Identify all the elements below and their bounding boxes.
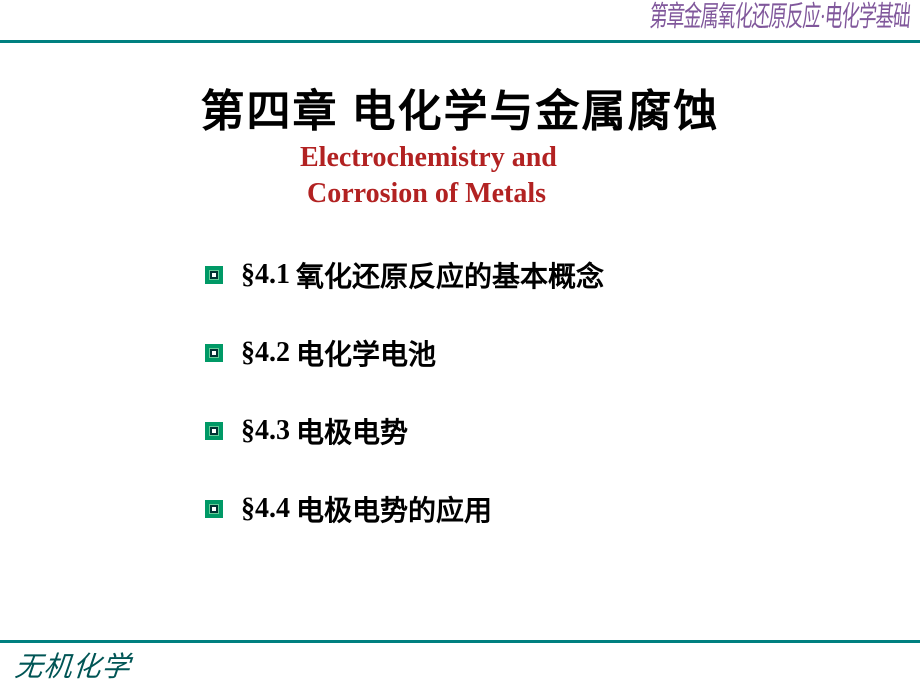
bottom-divider [0, 640, 920, 643]
section-title: 电极电势 [296, 411, 408, 451]
footer-text: 无机化学 [13, 645, 133, 685]
section-number: §4.1 [241, 259, 290, 291]
table-of-contents: §4.1 氧化还原反应的基本概念 §4.2 电化学电池 §4.3 电极电势 §4… [205, 255, 840, 567]
chapter-subtitle-en: Electrochemistry and Corrosion of Metals [300, 140, 557, 213]
toc-item: §4.3 电极电势 [205, 411, 840, 451]
toc-item: §4.4 电极电势的应用 [205, 489, 840, 529]
toc-item: §4.2 电化学电池 [205, 333, 840, 373]
bullet-icon [205, 266, 223, 284]
section-number: §4.2 [241, 337, 290, 369]
section-number: §4.4 [241, 493, 290, 525]
chapter-title-cn: 第四章 电化学与金属腐蚀 [0, 75, 920, 139]
bullet-icon [205, 344, 223, 362]
section-number: §4.3 [241, 415, 290, 447]
subtitle-line1: Electrochemistry and [300, 142, 557, 173]
top-divider [0, 40, 920, 43]
subtitle-line2: Corrosion of Metals [307, 178, 546, 209]
toc-item: §4.1 氧化还原反应的基本概念 [205, 255, 840, 295]
bullet-icon [205, 500, 223, 518]
bullet-icon [205, 422, 223, 440]
section-title: 电极电势的应用 [296, 489, 492, 529]
section-title: 氧化还原反应的基本概念 [296, 255, 604, 295]
watermark-top: 第章金属氧化还原反应·电化学基础 [648, 0, 912, 36]
section-title: 电化学电池 [296, 333, 436, 373]
